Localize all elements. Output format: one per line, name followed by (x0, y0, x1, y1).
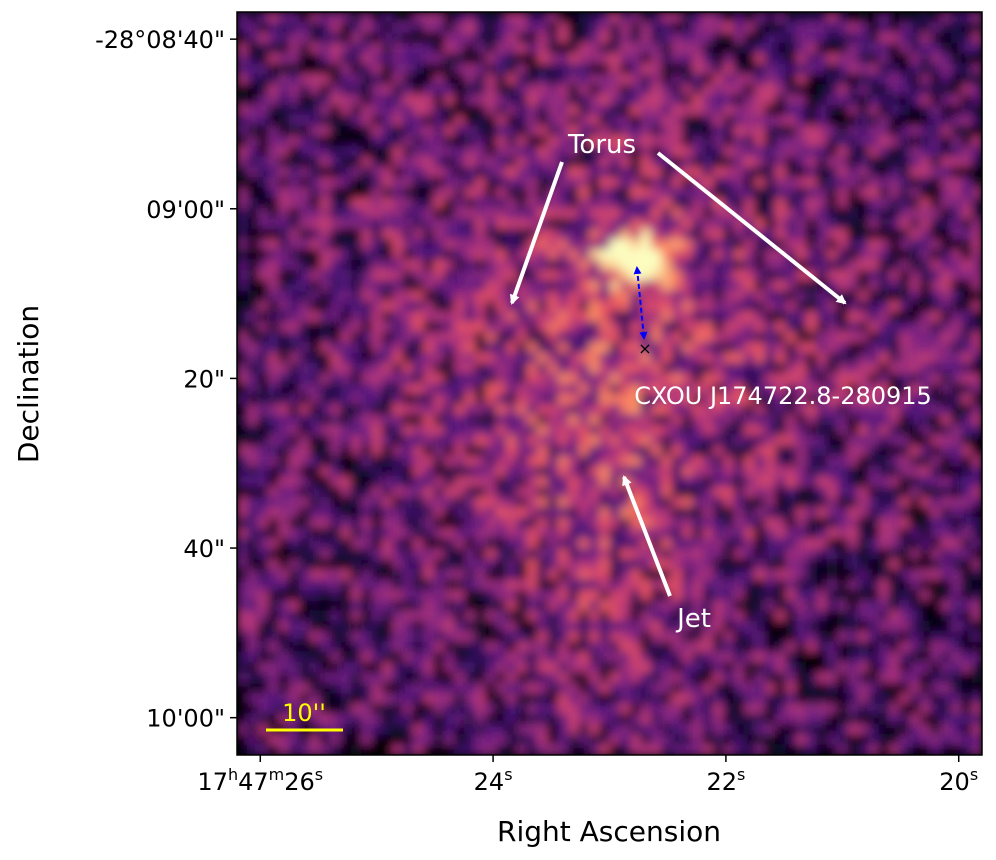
offset-arrow (633, 266, 648, 340)
heatmap-cells (237, 12, 982, 755)
heatmap-image (237, 12, 982, 755)
y-axis: -28°08'40" 09'00" 20" 40" 10'00" (95, 26, 237, 733)
source-name-label: CXOU J174722.8-280915 (634, 382, 932, 410)
scale-bar: 10'' (266, 699, 343, 732)
plot-frame (236, 11, 983, 756)
torus-arrow-left (509, 161, 564, 305)
annotations: Torus Jet CXOU J174722.8-280915 × (509, 130, 932, 634)
torus-label: Torus (567, 130, 636, 160)
jet-label: Jet (675, 604, 711, 634)
y-tick-label: 20" (183, 365, 225, 393)
x-axis: 17h​47m​26s​ 24s​ 22s​ 20s​ (197, 755, 978, 796)
x-tick-label: 20s​ (939, 765, 978, 796)
torus-arrow-right (656, 151, 847, 305)
x-tick-label: 17h​47m​26s​ (197, 765, 323, 796)
scale-bar-label: 10'' (282, 699, 326, 727)
y-axis-label: Declination (12, 305, 45, 463)
x-tick-label: 24s​ (474, 765, 513, 796)
y-tick-label: -28°08'40" (95, 26, 225, 54)
jet-arrow (622, 475, 672, 597)
x-tick-label: 22s​ (706, 765, 745, 796)
y-tick-label: 10'00" (146, 705, 225, 733)
source-marker: × (638, 339, 651, 358)
x-axis-label: Right Ascension (497, 815, 721, 848)
y-tick-label: 09'00" (146, 196, 225, 224)
y-tick-label: 40" (183, 535, 225, 563)
